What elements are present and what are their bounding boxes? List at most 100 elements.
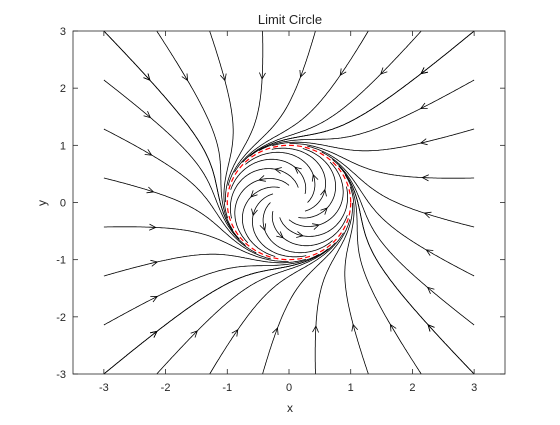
arrowhead-19 (146, 186, 155, 194)
streamline-41 (288, 161, 344, 227)
streamline-40 (279, 186, 348, 237)
streamline-18 (289, 143, 475, 179)
arrowhead-12 (259, 72, 266, 80)
arrowhead-23 (144, 149, 153, 156)
y-tick-label: 3 (60, 26, 66, 38)
streamline-25 (344, 174, 422, 375)
arrowhead-35 (258, 175, 266, 182)
streamline-38 (262, 202, 333, 254)
streamline-20 (234, 30, 369, 173)
streamline-29 (338, 165, 475, 375)
arrowhead-40 (296, 231, 304, 238)
streamline-31 (103, 30, 240, 240)
arrowhead-33 (294, 166, 302, 174)
streamline-43 (271, 147, 326, 212)
arrowheads (143, 67, 435, 338)
x-tick-label: -3 (99, 382, 109, 394)
arrowhead-17 (312, 325, 319, 333)
streamline-7 (103, 254, 320, 326)
y-tick-label: -3 (56, 369, 66, 381)
arrowhead-16 (299, 69, 306, 78)
arrowhead-32 (311, 173, 319, 182)
y-tick-label: 0 (60, 198, 66, 210)
y-tick-label: -2 (56, 312, 66, 324)
arrowhead-4 (181, 73, 189, 82)
streamline-3 (103, 248, 329, 375)
streamlines (103, 30, 475, 375)
streamline-13 (262, 219, 351, 375)
x-tick-label: 1 (348, 382, 354, 394)
arrowhead-11 (150, 259, 159, 267)
arrowhead-9 (231, 328, 239, 337)
chart-title: Limit Circle (258, 12, 322, 27)
streamline-16 (227, 30, 316, 186)
streamline-27 (103, 79, 246, 246)
arrowhead-39 (276, 231, 284, 239)
arrowhead-43 (320, 188, 327, 197)
x-tick-label: 2 (409, 382, 415, 394)
limit-cycle-circle (226, 144, 352, 261)
arrowhead-15 (149, 223, 157, 231)
arrowhead-27 (143, 111, 152, 119)
streamline-23 (103, 128, 257, 254)
y-tick-label: 2 (60, 83, 66, 95)
arrowhead-5 (190, 330, 198, 338)
x-tick-label: -2 (161, 382, 171, 394)
arrowhead-42 (320, 207, 328, 215)
streamline-15 (103, 226, 289, 262)
arrowhead-7 (150, 295, 159, 303)
streamline-9 (209, 232, 344, 375)
arrowhead-3 (150, 330, 158, 338)
streamline-4 (156, 30, 234, 231)
x-tick-label: -1 (222, 382, 232, 394)
streamline-11 (103, 253, 307, 277)
streamline-21 (344, 186, 369, 375)
arrowhead-38 (259, 223, 267, 232)
arrowhead-41 (312, 223, 320, 230)
streamline-34 (230, 168, 299, 219)
streamline-24 (242, 30, 422, 163)
y-tick-label: -1 (56, 255, 66, 267)
arrowhead-20 (339, 68, 347, 77)
arrowhead-24 (380, 67, 388, 75)
arrowhead-21 (351, 323, 359, 332)
arrowhead-30 (420, 67, 428, 75)
y-tick-label: 1 (60, 140, 66, 152)
streamline-26 (258, 79, 475, 151)
streamline-32 (245, 151, 316, 203)
streamline-36 (242, 186, 280, 257)
arrowhead-13 (272, 327, 279, 336)
axes: -3 -2 -1 0 1 2 3 -3 -2 -1 0 1 2 3 (56, 26, 506, 394)
arrowhead-22 (419, 138, 428, 146)
arrowhead-14 (423, 211, 432, 219)
streamline-6 (332, 159, 475, 326)
streamline-42 (298, 148, 336, 219)
streamline-14 (307, 145, 475, 228)
streamline-30 (249, 30, 475, 157)
streamline-39 (271, 210, 348, 247)
limit-cycle (226, 144, 352, 261)
streamline-17 (314, 202, 353, 374)
y-axis-label: y (35, 200, 49, 206)
streamline-33 (230, 158, 307, 195)
streamline-35 (234, 178, 290, 244)
arrowhead-36 (250, 190, 258, 198)
arrowhead-34 (274, 167, 282, 174)
arrowhead-26 (419, 102, 428, 110)
streamline-19 (103, 177, 271, 260)
arrowhead-8 (219, 73, 227, 82)
arrowhead-6 (426, 286, 435, 294)
streamline-10 (321, 151, 475, 277)
streamline-12 (225, 31, 264, 203)
x-axis-label: x (287, 401, 293, 415)
arrowhead-18 (421, 174, 429, 182)
streamline-37 (252, 193, 307, 258)
arrowhead-10 (425, 249, 434, 256)
streamline-8 (209, 30, 234, 219)
arrowhead-37 (251, 208, 258, 217)
arrowhead-25 (389, 323, 397, 332)
x-tick-label: 0 (286, 382, 292, 394)
